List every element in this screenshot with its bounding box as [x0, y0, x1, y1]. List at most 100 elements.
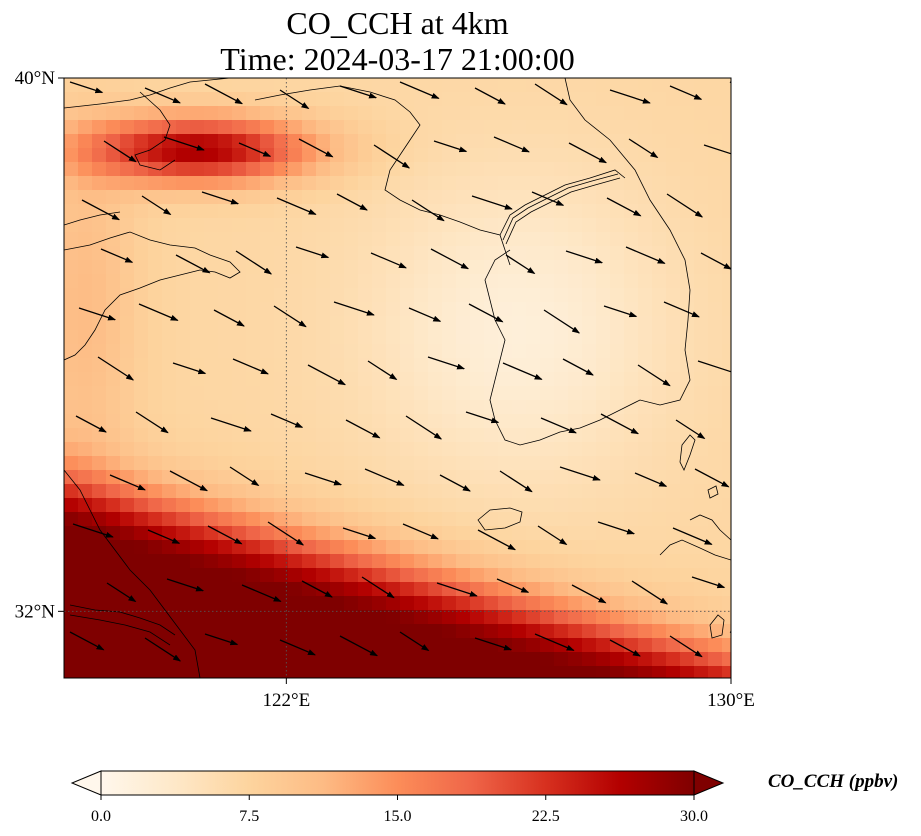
field-cell	[190, 316, 205, 331]
field-cell	[680, 288, 695, 303]
field-cell	[148, 512, 163, 527]
field-cell	[106, 274, 121, 289]
field-cell	[246, 610, 261, 625]
field-cell	[106, 624, 121, 639]
field-cell	[78, 204, 93, 219]
field-cell	[148, 456, 163, 471]
field-cell	[638, 414, 653, 429]
field-cell	[638, 134, 653, 149]
field-cell	[64, 386, 79, 401]
wind-arrow	[663, 301, 700, 318]
field-cell	[484, 540, 499, 555]
field-cell	[302, 344, 317, 359]
field-cell	[302, 582, 317, 597]
field-cell	[260, 218, 275, 233]
field-cell	[624, 554, 639, 569]
field-cell	[722, 232, 731, 247]
field-cell	[470, 512, 485, 527]
field-cell	[722, 512, 731, 527]
field-cell	[106, 512, 121, 527]
field-cell	[92, 526, 107, 541]
field-cell	[288, 456, 303, 471]
field-cell	[484, 106, 499, 121]
field-cell	[456, 134, 471, 149]
field-cell	[694, 666, 709, 678]
field-cell	[372, 540, 387, 555]
field-cell	[302, 120, 317, 135]
field-cell	[666, 260, 681, 275]
field-cell	[554, 498, 569, 513]
field-cell	[204, 400, 219, 415]
field-cell	[554, 218, 569, 233]
field-cell	[176, 610, 191, 625]
field-cell	[372, 358, 387, 373]
field-cell	[610, 190, 625, 205]
field-cell	[610, 134, 625, 149]
field-cell	[414, 358, 429, 373]
field-cell	[582, 568, 597, 583]
field-cell	[92, 358, 107, 373]
field-cell	[442, 540, 457, 555]
field-cell	[666, 456, 681, 471]
field-cell	[372, 260, 387, 275]
field-cell	[568, 302, 583, 317]
wind-arrow	[606, 197, 642, 217]
field-cell	[176, 330, 191, 345]
field-cell	[92, 120, 107, 135]
field-cell	[694, 218, 709, 233]
field-cell	[78, 92, 93, 107]
field-cell	[372, 134, 387, 149]
field-cell	[610, 92, 625, 107]
field-cell	[638, 162, 653, 177]
field-cell	[442, 162, 457, 177]
field-cell	[288, 106, 303, 121]
field-cell	[568, 624, 583, 639]
field-cell	[274, 666, 289, 678]
field-cell	[260, 92, 275, 107]
wind-arrow	[609, 639, 641, 657]
field-cell	[666, 106, 681, 121]
field-cell	[498, 652, 513, 667]
field-cell	[190, 92, 205, 107]
field-cell	[722, 218, 731, 233]
field-cell	[568, 568, 583, 583]
field-cell	[694, 442, 709, 457]
field-cell	[666, 120, 681, 135]
field-cell	[456, 414, 471, 429]
field-cell	[274, 372, 289, 387]
field-cell	[134, 386, 149, 401]
field-cell	[372, 442, 387, 457]
field-cell	[218, 344, 233, 359]
field-cell	[680, 246, 695, 261]
field-cell	[722, 582, 731, 597]
field-cell	[78, 274, 93, 289]
field-cell	[414, 400, 429, 415]
wind-arrow	[729, 81, 731, 84]
field-cell	[274, 428, 289, 443]
field-cell	[274, 414, 289, 429]
field-cell	[414, 442, 429, 457]
field-cell	[456, 498, 471, 513]
field-cell	[386, 652, 401, 667]
field-cell	[442, 554, 457, 569]
field-cell	[386, 498, 401, 513]
field-cell	[372, 232, 387, 247]
field-cell	[484, 204, 499, 219]
field-cell	[344, 302, 359, 317]
field-cell	[64, 498, 79, 513]
field-cell	[246, 330, 261, 345]
field-cell	[610, 162, 625, 177]
field-cell	[666, 148, 681, 163]
field-cell	[316, 540, 331, 555]
field-cell	[316, 610, 331, 625]
field-cell	[78, 162, 93, 177]
wind-arrow	[235, 250, 273, 275]
field-cell	[92, 246, 107, 261]
field-cell	[428, 232, 443, 247]
field-cell	[386, 414, 401, 429]
field-cell	[162, 316, 177, 331]
field-cell	[260, 652, 275, 667]
field-cell	[498, 288, 513, 303]
field-cell	[624, 246, 639, 261]
field-cell	[260, 414, 275, 429]
